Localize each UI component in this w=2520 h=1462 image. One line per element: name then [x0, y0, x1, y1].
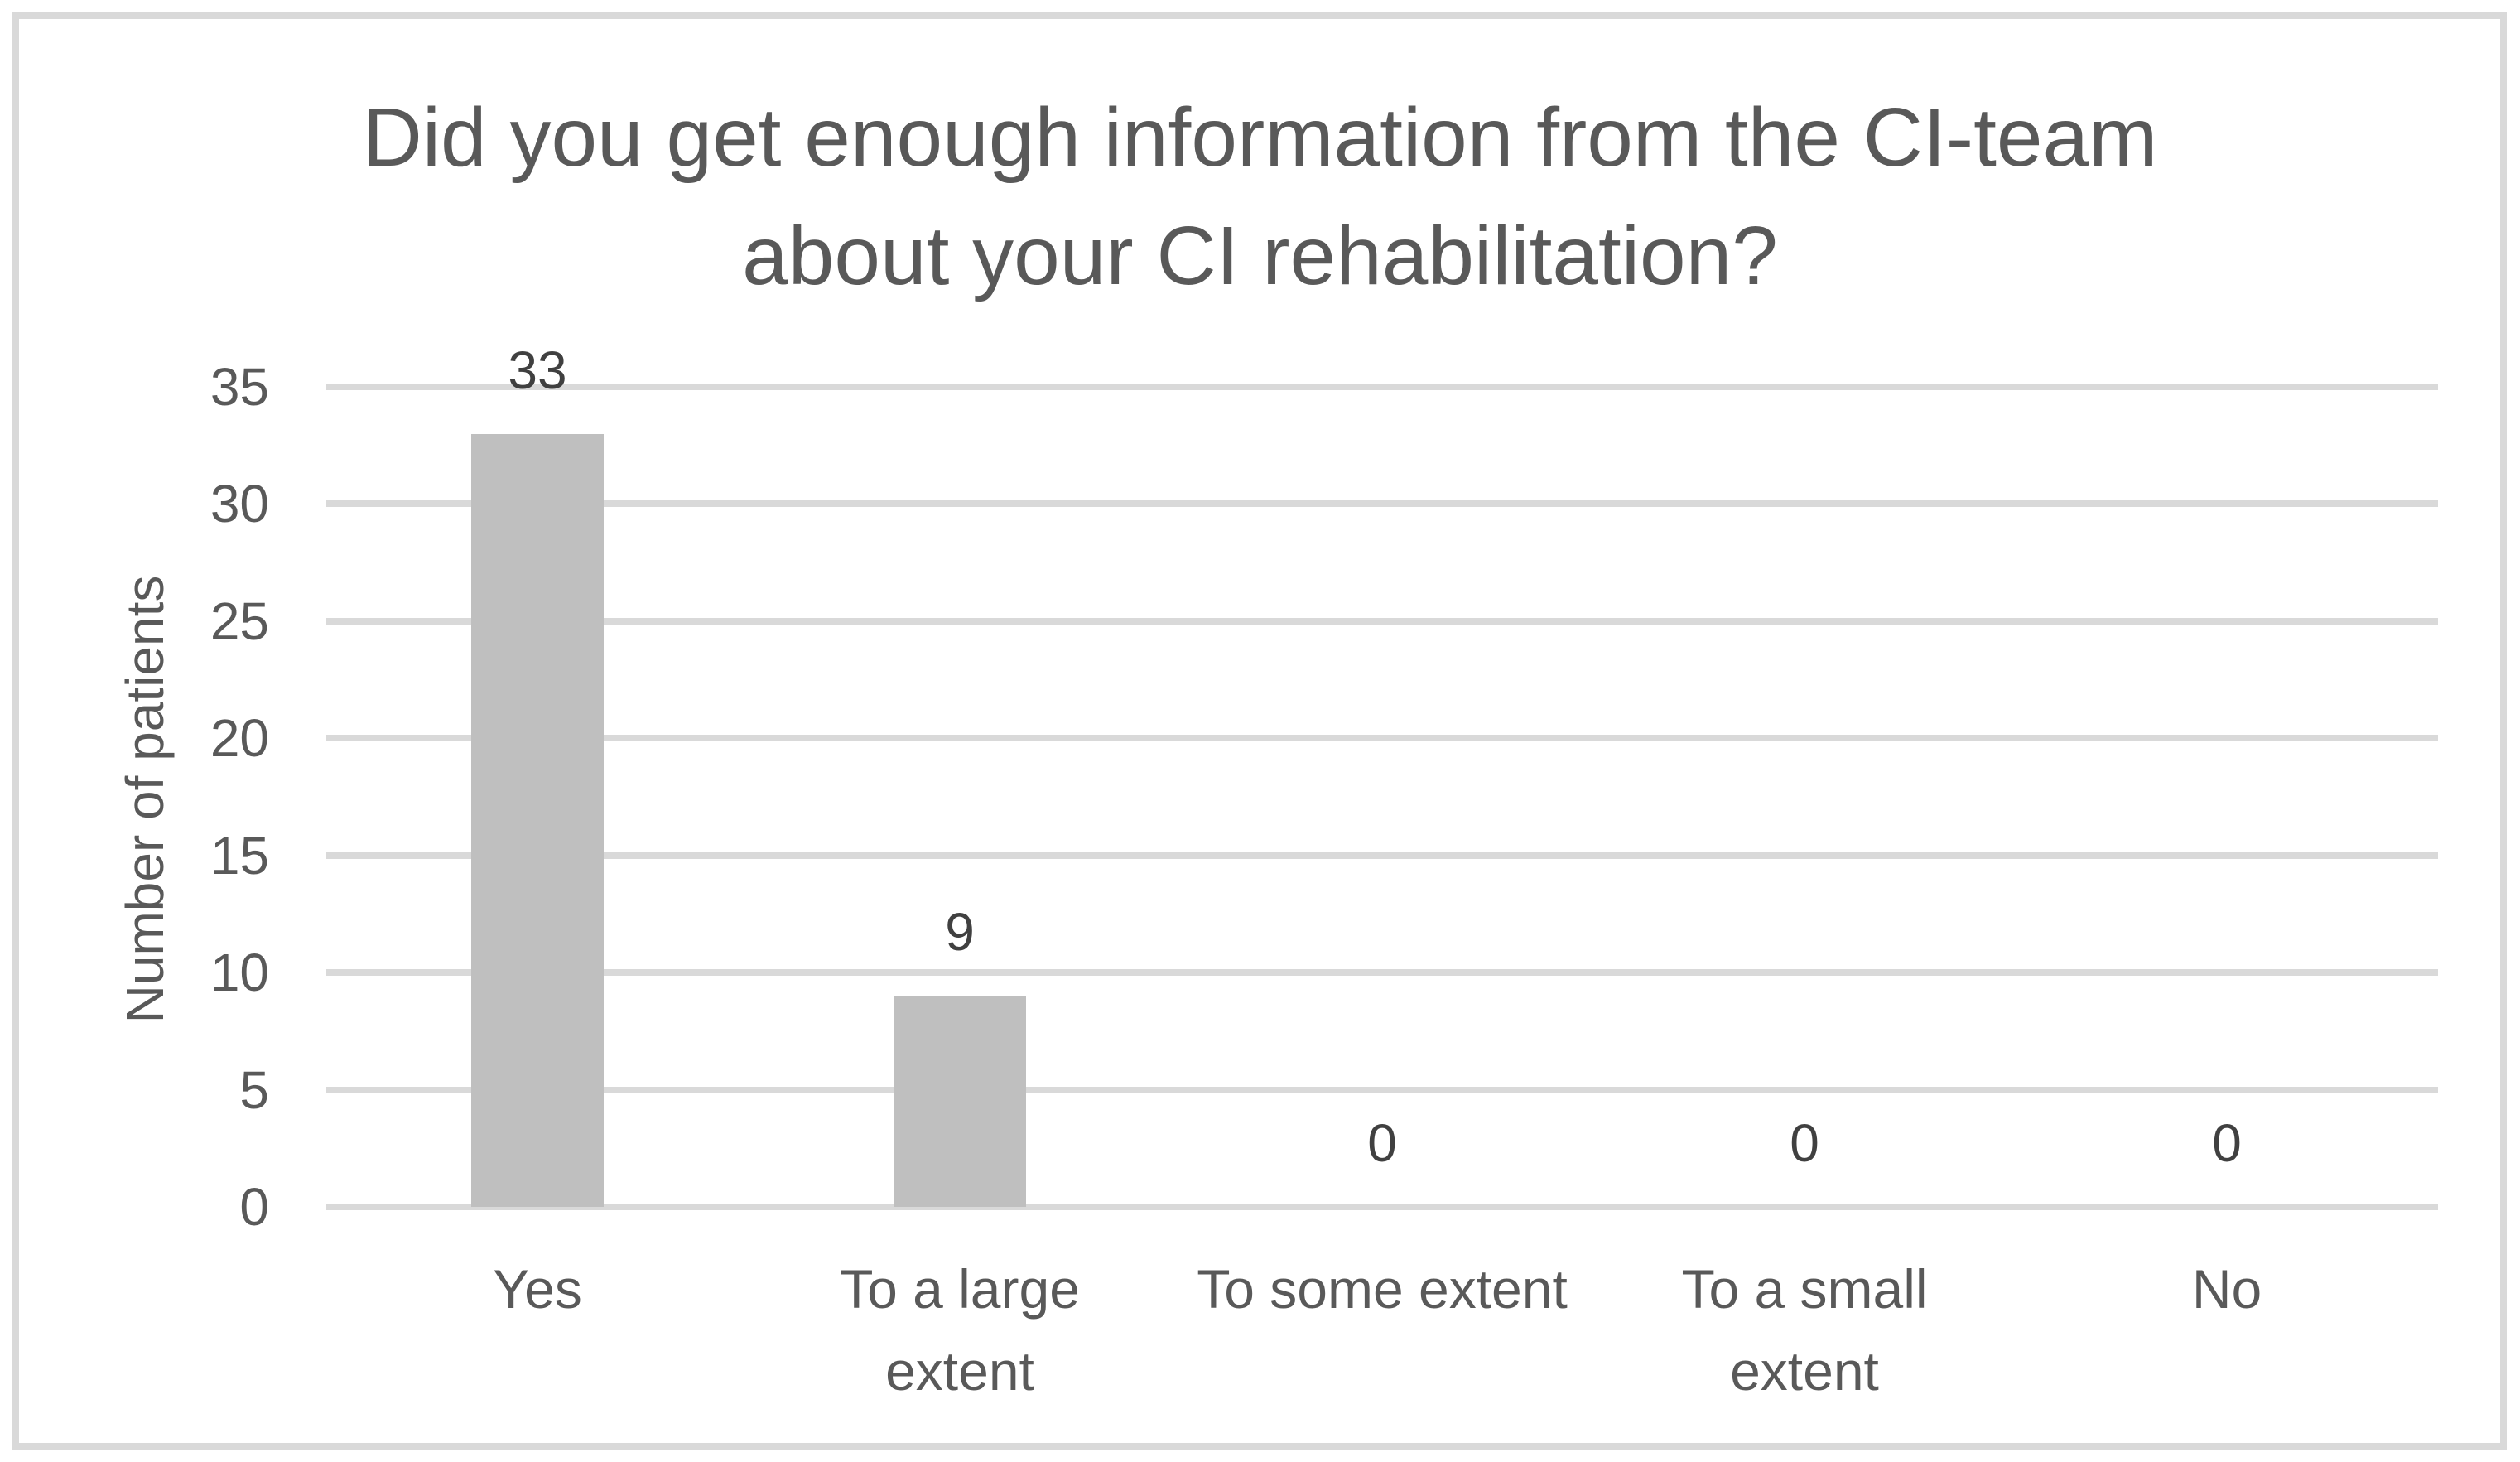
y-tick-label-25: 25 — [210, 591, 269, 651]
x-axis-line — [326, 1204, 2438, 1210]
value-label-no: 0 — [2212, 1113, 2242, 1173]
value-label-yes: 33 — [508, 340, 567, 400]
x-category-label-no: No — [2191, 1258, 2262, 1320]
y-tick-label-15: 15 — [210, 825, 269, 885]
plot-area: 33 Yes 9 To a large extent 0 To some extent 0 T… — [326, 344, 2438, 1402]
bar-to-a-large-extent — [894, 996, 1026, 1207]
x-category-label-yes: Yes — [493, 1258, 582, 1320]
chart-title: Did you get enough information from the … — [362, 91, 2158, 302]
x-category-label-to-some-extent: To some extent — [1197, 1258, 1568, 1320]
gridline-30 — [326, 500, 2438, 508]
y-tick-label-30: 30 — [210, 474, 269, 534]
x-category-label-to-a-large-extent: To a large extent — [840, 1258, 1080, 1402]
y-tick-label-5: 5 — [239, 1059, 269, 1120]
gridline-25 — [326, 617, 2438, 625]
bar-yes — [471, 433, 604, 1207]
x-category-label-to-a-small-extent: To a small extent — [1681, 1258, 1928, 1402]
gridline-10 — [326, 969, 2438, 977]
value-label-to-some-extent: 0 — [1367, 1113, 1397, 1173]
y-tick-label-10: 10 — [210, 943, 269, 1003]
chart-border — [12, 12, 2507, 1450]
gridline-20 — [326, 735, 2438, 742]
gridline-15 — [326, 852, 2438, 859]
y-tick-label-0: 0 — [239, 1177, 269, 1237]
y-tick-label-35: 35 — [210, 357, 269, 417]
y-tick-label-20: 20 — [210, 708, 269, 769]
gridline-35 — [326, 384, 2438, 390]
value-label-to-a-large-extent: 9 — [945, 902, 975, 963]
gridline-5 — [326, 1086, 2438, 1093]
value-label-to-a-small-extent: 0 — [1790, 1113, 1819, 1173]
